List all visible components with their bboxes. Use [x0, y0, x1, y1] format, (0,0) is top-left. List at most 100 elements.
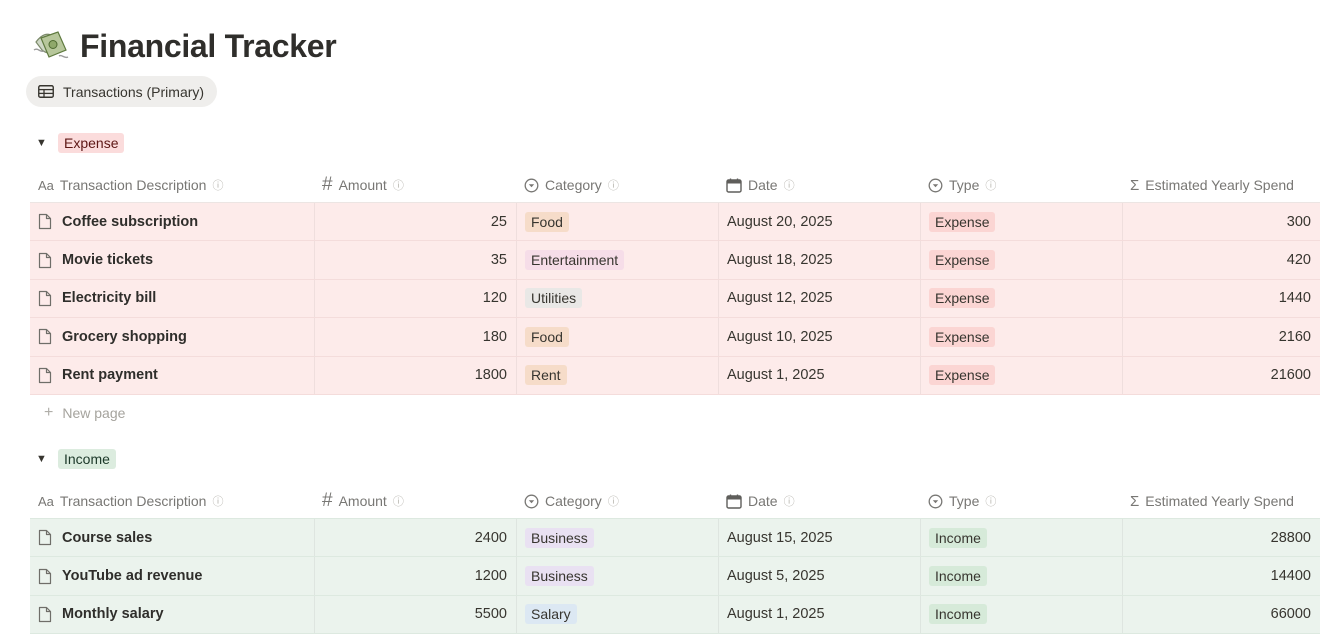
- group-header-income: ▼ Income: [30, 447, 1320, 471]
- cell-type[interactable]: Income: [920, 519, 1122, 557]
- cell-type[interactable]: Expense: [920, 241, 1122, 279]
- cell-category[interactable]: Food: [516, 203, 718, 241]
- collapse-caret-icon[interactable]: ▼: [36, 137, 47, 149]
- cell-description[interactable]: YouTube ad revenue: [30, 557, 314, 594]
- info-icon[interactable]: ⓘ: [607, 180, 619, 192]
- cell-description[interactable]: Monthly salary: [30, 596, 314, 633]
- new-page-button[interactable]: + New page: [30, 395, 1320, 432]
- select-property-icon: [524, 178, 539, 193]
- col-header-description[interactable]: Aa Transaction Description ⓘ: [30, 493, 314, 509]
- col-header-category[interactable]: Category ⓘ: [516, 177, 718, 193]
- formula-sigma-icon: Σ: [1130, 176, 1140, 194]
- cell-description[interactable]: Grocery shopping: [30, 318, 314, 355]
- page-icon: [38, 530, 52, 546]
- cell-date[interactable]: August 20, 2025: [718, 203, 920, 241]
- formula-sigma-icon: Σ: [1130, 492, 1140, 510]
- table-row[interactable]: YouTube ad revenue 1200 Business August 5, …: [30, 557, 1320, 596]
- cell-yearly-spend[interactable]: 14400: [1122, 557, 1320, 595]
- col-header-label: Type: [949, 177, 980, 193]
- cell-category[interactable]: Food: [516, 318, 718, 356]
- table-row[interactable]: Grocery shopping 180 Food August 10, 2025 Ex…: [30, 318, 1320, 357]
- income-rows: Course sales 2400 Business August 15, 2025 I…: [30, 518, 1320, 634]
- cell-date[interactable]: August 12, 2025: [718, 279, 920, 318]
- col-header-label: Transaction Description: [59, 493, 207, 509]
- view-tab-transactions[interactable]: Transactions (Primary): [26, 76, 218, 107]
- info-icon[interactable]: ⓘ: [392, 496, 404, 508]
- col-header-yearly[interactable]: Σ Estimated Yearly Spend: [1122, 493, 1320, 510]
- cell-yearly-spend[interactable]: 28800: [1122, 519, 1320, 557]
- cell-category[interactable]: Rent: [516, 356, 718, 394]
- cell-category[interactable]: Business: [516, 519, 718, 557]
- col-header-label: Category: [545, 177, 602, 193]
- transaction-name: Movie tickets: [62, 252, 154, 269]
- cell-category[interactable]: Entertainment: [516, 241, 718, 279]
- cell-yearly-spend[interactable]: 21600: [1122, 356, 1320, 394]
- select-property-icon: [928, 494, 943, 509]
- cell-description[interactable]: Electricity bill: [30, 280, 314, 317]
- cell-yearly-spend[interactable]: 420: [1122, 241, 1320, 279]
- cell-date[interactable]: August 5, 2025: [718, 557, 920, 595]
- page-icon: [38, 606, 52, 623]
- info-icon[interactable]: ⓘ: [607, 496, 619, 508]
- category-tag: Utilities: [525, 288, 583, 309]
- col-header-amount[interactable]: # Amount ⓘ: [314, 490, 516, 512]
- cell-date[interactable]: August 1, 2025: [718, 595, 920, 634]
- cell-category[interactable]: Utilities: [516, 279, 718, 318]
- col-header-date[interactable]: Date ⓘ: [718, 177, 920, 193]
- cell-date[interactable]: August 15, 2025: [718, 519, 920, 557]
- col-header-yearly[interactable]: Σ Estimated Yearly Spend: [1122, 177, 1320, 194]
- col-header-label: Amount: [338, 493, 387, 509]
- table-row[interactable]: Rent payment 1800 Rent August 1, 2025 Expens…: [30, 356, 1320, 395]
- cell-date[interactable]: August 1, 2025: [718, 356, 920, 394]
- cell-yearly-spend[interactable]: 300: [1122, 203, 1320, 241]
- type-tag: Expense: [929, 250, 996, 271]
- cell-date[interactable]: August 10, 2025: [718, 318, 920, 356]
- cell-amount[interactable]: 180: [314, 318, 516, 356]
- cell-type[interactable]: Expense: [920, 318, 1122, 356]
- cell-description[interactable]: Coffee subscription: [30, 203, 314, 240]
- cell-type[interactable]: Expense: [920, 279, 1122, 318]
- cell-amount[interactable]: 35: [314, 241, 516, 279]
- cell-yearly-spend[interactable]: 1440: [1122, 279, 1320, 318]
- col-header-amount[interactable]: # Amount ⓘ: [314, 174, 516, 196]
- info-icon[interactable]: ⓘ: [783, 180, 795, 192]
- cell-type[interactable]: Expense: [920, 203, 1122, 241]
- cell-description[interactable]: Movie tickets: [30, 241, 314, 278]
- cell-yearly-spend[interactable]: 2160: [1122, 318, 1320, 356]
- cell-amount[interactable]: 2400: [314, 519, 516, 557]
- cell-description[interactable]: Rent payment: [30, 357, 314, 394]
- info-icon[interactable]: ⓘ: [985, 496, 997, 508]
- table-header: Aa Transaction Description ⓘ # Amount ⓘ …: [30, 484, 1320, 518]
- page-icon: [38, 329, 52, 345]
- cell-category[interactable]: Salary: [516, 595, 718, 634]
- info-icon[interactable]: ⓘ: [783, 496, 795, 508]
- info-icon[interactable]: ⓘ: [985, 180, 997, 192]
- cell-amount[interactable]: 1800: [314, 356, 516, 394]
- col-header-date[interactable]: Date ⓘ: [718, 493, 920, 509]
- info-icon[interactable]: ⓘ: [392, 180, 404, 192]
- col-header-type[interactable]: Type ⓘ: [920, 493, 1122, 509]
- col-header-description[interactable]: Aa Transaction Description ⓘ: [30, 177, 314, 193]
- cell-date[interactable]: August 18, 2025: [718, 241, 920, 279]
- collapse-caret-icon[interactable]: ▼: [36, 453, 47, 465]
- col-header-type[interactable]: Type ⓘ: [920, 177, 1122, 193]
- table-row[interactable]: Movie tickets 35 Entertainment August 18, 2…: [30, 241, 1320, 280]
- cell-description[interactable]: Course sales: [30, 519, 314, 556]
- table-row[interactable]: Coffee subscription 25 Food August 20, 2025…: [30, 203, 1320, 242]
- info-icon[interactable]: ⓘ: [212, 180, 224, 192]
- cell-amount[interactable]: 1200: [314, 557, 516, 595]
- cell-type[interactable]: Income: [920, 557, 1122, 595]
- info-icon[interactable]: ⓘ: [212, 496, 224, 508]
- table-row[interactable]: Course sales 2400 Business August 15, 2025 I…: [30, 519, 1320, 558]
- cell-amount[interactable]: 25: [314, 203, 516, 241]
- cell-yearly-spend[interactable]: 66000: [1122, 595, 1320, 634]
- cell-type[interactable]: Expense: [920, 356, 1122, 394]
- transaction-name: Coffee subscription: [62, 213, 199, 230]
- col-header-category[interactable]: Category ⓘ: [516, 493, 718, 509]
- cell-amount[interactable]: 5500: [314, 595, 516, 634]
- table-row[interactable]: Electricity bill 120 Utilities August 12, 2…: [30, 279, 1320, 319]
- table-row[interactable]: Monthly salary 5500 Salary August 1, 2025 In…: [30, 595, 1320, 634]
- cell-amount[interactable]: 120: [314, 279, 516, 318]
- cell-category[interactable]: Business: [516, 557, 718, 595]
- cell-type[interactable]: Income: [920, 595, 1122, 634]
